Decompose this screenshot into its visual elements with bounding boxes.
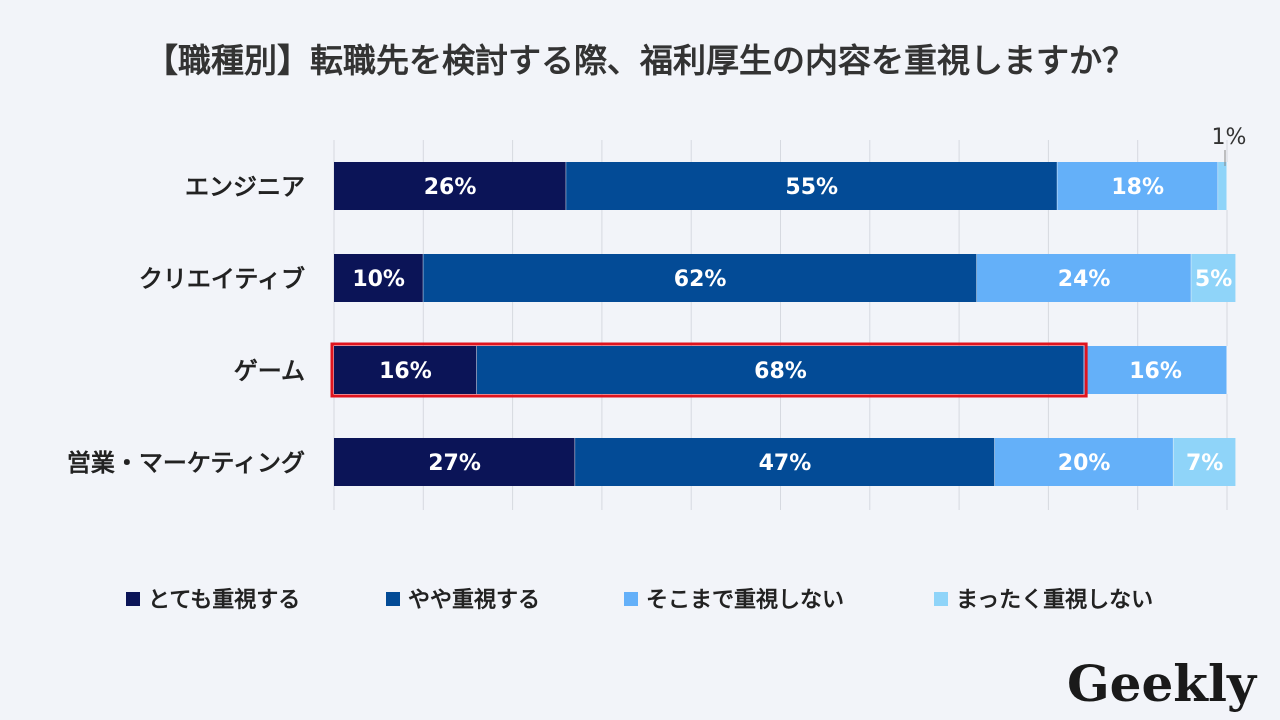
bar-segment — [1057, 162, 1219, 210]
category-label: 営業・マーケティング — [67, 449, 305, 477]
legend-swatch — [934, 592, 948, 606]
data-label: 62% — [674, 267, 727, 292]
data-label: 20% — [1058, 451, 1111, 476]
bar-segment — [334, 346, 477, 394]
bar-segment — [575, 438, 995, 486]
data-label: 26% — [424, 175, 477, 200]
legend-label: まったく重視しない — [956, 588, 1153, 613]
data-label: 16% — [379, 359, 432, 384]
bar-segment — [1191, 254, 1236, 302]
highlight — [330, 342, 1088, 398]
bar-segment — [566, 162, 1058, 210]
bar-segment — [1084, 346, 1227, 394]
bar-segment — [334, 438, 576, 486]
bar-segment — [476, 346, 1085, 394]
bars — [334, 162, 1237, 486]
bar-segment — [1218, 162, 1227, 210]
category-label: ゲーム — [234, 357, 305, 385]
bar-segment — [1173, 438, 1236, 486]
legend-swatch — [386, 592, 400, 606]
logo-text: Geekly — [1067, 654, 1258, 713]
bar-segment — [334, 254, 424, 302]
data-label: 18% — [1111, 175, 1164, 200]
legend: とても重視する やや重視する そこまで重視しない まったく重視しない — [126, 588, 1153, 613]
highlight-box — [330, 342, 1088, 398]
data-label: 24% — [1058, 267, 1111, 292]
legend-label: やや重視する — [408, 588, 540, 613]
data-label: 68% — [754, 359, 807, 384]
data-label: 55% — [785, 175, 838, 200]
data-label: 16% — [1129, 359, 1182, 384]
data-label: 1% — [1212, 125, 1247, 150]
data-label: 47% — [759, 451, 812, 476]
bar-segment — [994, 438, 1174, 486]
legend-label: とても重視する — [148, 588, 300, 613]
chart-title: 【職種別】転職先を検討する際、福利厚生の内容を重視しますか？ — [145, 41, 1135, 80]
data-label: 5% — [1195, 267, 1232, 292]
category-label: エンジニア — [185, 173, 305, 201]
bar-segment — [423, 254, 977, 302]
data-labels: 26% 55% 18% 1% 10% 62% 24% 5% 16% 68% 16% 27% 47% 20%… — [352, 125, 1246, 476]
legend-label: そこまで重視しない — [646, 588, 844, 613]
category-label: クリエイティブ — [139, 265, 305, 293]
logo: Geekly — [1067, 654, 1258, 713]
data-label: 10% — [352, 267, 405, 292]
legend-swatch — [126, 592, 140, 606]
bar-segment — [976, 254, 1192, 302]
data-label: 7% — [1186, 451, 1223, 476]
bar-segment — [334, 162, 567, 210]
legend-swatch — [624, 592, 638, 606]
data-label: 27% — [428, 451, 481, 476]
